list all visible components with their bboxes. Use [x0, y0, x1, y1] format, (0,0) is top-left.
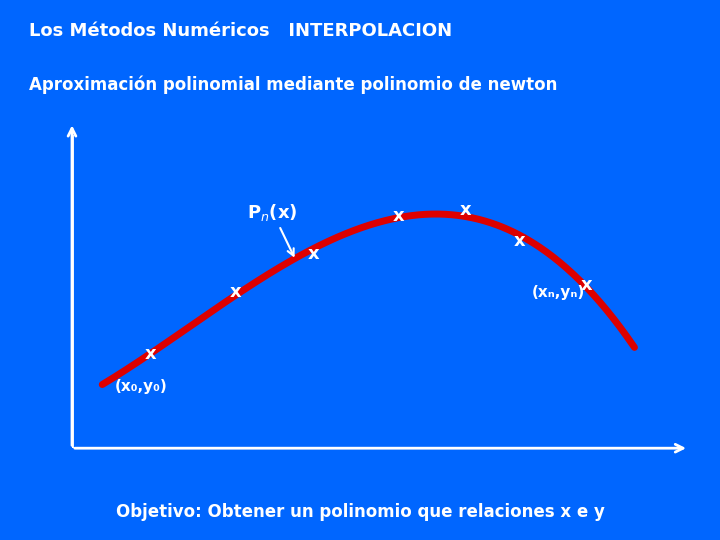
Text: x: x	[459, 201, 471, 219]
Text: x: x	[514, 233, 526, 251]
Text: x: x	[580, 276, 592, 294]
Text: Objetivo: Obtener un polinomio que relaciones x e y: Objetivo: Obtener un polinomio que relac…	[116, 503, 604, 521]
Text: Los Métodos Numéricos   INTERPOLACION: Los Métodos Numéricos INTERPOLACION	[29, 22, 452, 39]
Text: (xₙ,yₙ): (xₙ,yₙ)	[531, 285, 585, 300]
Text: x: x	[308, 245, 320, 263]
Text: x: x	[230, 282, 241, 301]
Text: Aproximación polinomial mediante polinomio de newton: Aproximación polinomial mediante polinom…	[29, 76, 557, 94]
Text: x: x	[393, 207, 405, 225]
Text: (x₀,y₀): (x₀,y₀)	[114, 379, 167, 394]
Text: P$_n$(x): P$_n$(x)	[248, 202, 298, 255]
Text: x: x	[145, 345, 156, 363]
